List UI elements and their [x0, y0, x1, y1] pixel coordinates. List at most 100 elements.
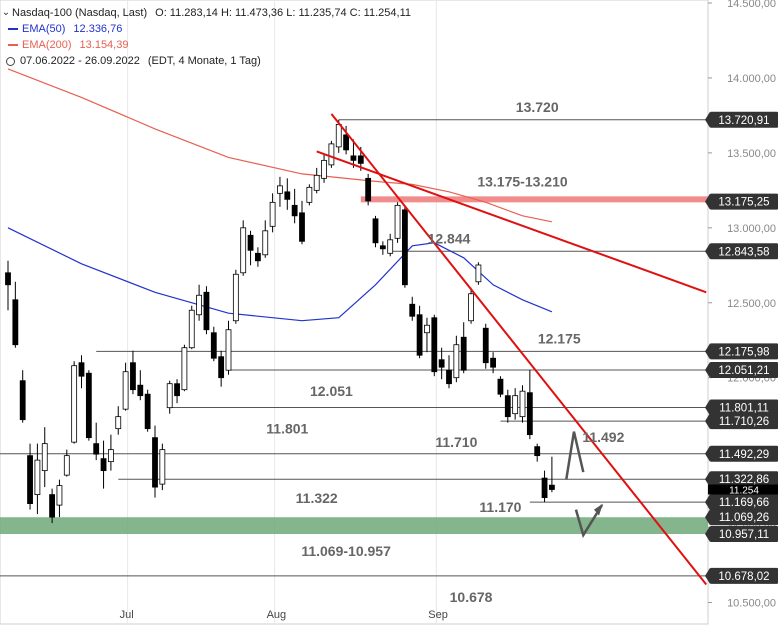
candle-up [166, 383, 173, 409]
level-axis-tag: 11.322,86 [705, 471, 778, 488]
axis-tag-pointer [705, 494, 710, 511]
plot-frame [0, 0, 709, 625]
candle-down [247, 234, 254, 251]
candle-down [284, 191, 291, 200]
candle-down [357, 155, 364, 164]
level-label: 12.175 [538, 330, 581, 346]
candle-up [468, 293, 474, 322]
candle-up [512, 395, 519, 415]
candle-down [93, 443, 100, 455]
axis-tag-box [710, 399, 778, 416]
zone-label: 11.069-10.957 [301, 543, 391, 559]
ema200-value: 13.154,39 [79, 39, 129, 51]
axis-tag-text: 11.069,26 [719, 512, 769, 524]
level-axis-tag: 11.169,66 [705, 494, 778, 511]
candle-down [534, 446, 541, 457]
candle-down [350, 155, 357, 161]
candle-down [49, 494, 55, 518]
level-axis-tag: 12.051,21 [705, 362, 778, 379]
candle-down [460, 336, 467, 371]
candle-down [526, 392, 533, 436]
axis-tag-pointer [705, 111, 710, 128]
candle-up [269, 201, 276, 227]
support-zone [0, 517, 708, 535]
candle-up [424, 324, 430, 334]
axis-tag-text: 11.169,66 [719, 497, 769, 509]
ema200-swatch [8, 44, 18, 46]
candle-up [122, 371, 129, 410]
ema50-line [7, 227, 553, 322]
zone-axis-tag: 11.069,26 [705, 509, 778, 526]
projection-arrow-down [574, 504, 604, 539]
candle-up [277, 185, 283, 194]
level-label: 13.720 [516, 99, 559, 115]
candle-down [490, 357, 497, 368]
y-tick-label: 13.500,00 [727, 148, 776, 160]
axis-tag-pointer [705, 445, 710, 462]
last-price-tag [708, 484, 778, 495]
collapse-chevron-icon[interactable]: ⌄ [1, 7, 11, 18]
candle-up [115, 416, 122, 430]
candle-down [299, 212, 305, 242]
axis-tag-pointer [705, 399, 710, 416]
candle-down [438, 359, 445, 368]
level-label: 12.051 [310, 383, 353, 399]
axis-tag-pointer [705, 413, 710, 430]
candle-up [232, 273, 239, 322]
axis-tag-pointer [705, 526, 710, 543]
candle-up [453, 344, 460, 379]
level-axis-tag: 12.843,58 [705, 243, 778, 260]
ema50-value: 12.336,76 [73, 23, 123, 35]
axis-tag-pointer [705, 362, 710, 379]
candle-up [519, 390, 526, 418]
candle-up [225, 329, 232, 371]
axis-tag-text: 11.492,29 [719, 449, 769, 461]
period-range: 07.06.2022 - 26.09.2022 [20, 55, 140, 67]
candle-down [203, 291, 210, 331]
axis-tag-text: 11.801,11 [719, 403, 768, 415]
y-tick-label: 13.000,00 [727, 223, 776, 235]
axis-tag-box [710, 567, 778, 584]
candle-down [174, 383, 180, 397]
axis-tag-pointer [705, 193, 710, 210]
candle-up [262, 230, 269, 256]
level-label: 11.170 [479, 499, 521, 515]
axis-tag-box [710, 243, 778, 260]
candle-down [504, 395, 511, 418]
candle-down [291, 204, 298, 217]
ema200-line [7, 68, 553, 223]
candle-up [240, 227, 247, 274]
arrow-head [594, 503, 603, 516]
axis-tag-pointer [705, 509, 710, 526]
level-axis-tag: 11.710,26 [705, 413, 778, 430]
level-label: 11.492 [582, 429, 624, 445]
legend-ema200-row: EMA(200) 13.154,39 [0, 37, 411, 53]
axis-tag-text: 13.720,91 [718, 115, 769, 127]
axis-tag-text: 12.051,21 [718, 365, 769, 377]
x-tick-label: Sep [428, 609, 448, 621]
axis-tag-text: 10.678,02 [718, 571, 769, 583]
level-axis-tag: 12.175,98 [705, 343, 778, 360]
level-axis-tag: 11.801,11 [705, 399, 778, 416]
candle-down [5, 272, 11, 286]
clock-icon [6, 56, 15, 66]
axis-tag-box [710, 111, 778, 128]
instrument-title: Nasdaq-100 (Nasdaq, Last) [12, 7, 148, 19]
candle-down [12, 299, 19, 346]
ema200-label: EMA(200) [22, 39, 72, 51]
axis-tag-text: 10.957,11 [719, 529, 769, 541]
candle-up [335, 124, 342, 148]
axis-tag-pointer [705, 471, 710, 488]
axis-tag-box [710, 362, 778, 379]
candle-down [401, 209, 408, 286]
candle-up [387, 239, 394, 254]
candle-up [71, 365, 78, 443]
level-label: 11.801 [266, 421, 308, 437]
candle-down [85, 372, 92, 439]
candle-down [343, 134, 350, 151]
chart-legend: ⌄ Nasdaq-100 (Nasdaq, Last) O: 11.283,14… [0, 5, 411, 69]
candle-down [152, 437, 158, 488]
y-tick-label: 14.500,00 [727, 0, 776, 10]
legend-period-row: 07.06.2022 - 26.09.2022 (EDT, 4 Monate, … [0, 53, 411, 69]
